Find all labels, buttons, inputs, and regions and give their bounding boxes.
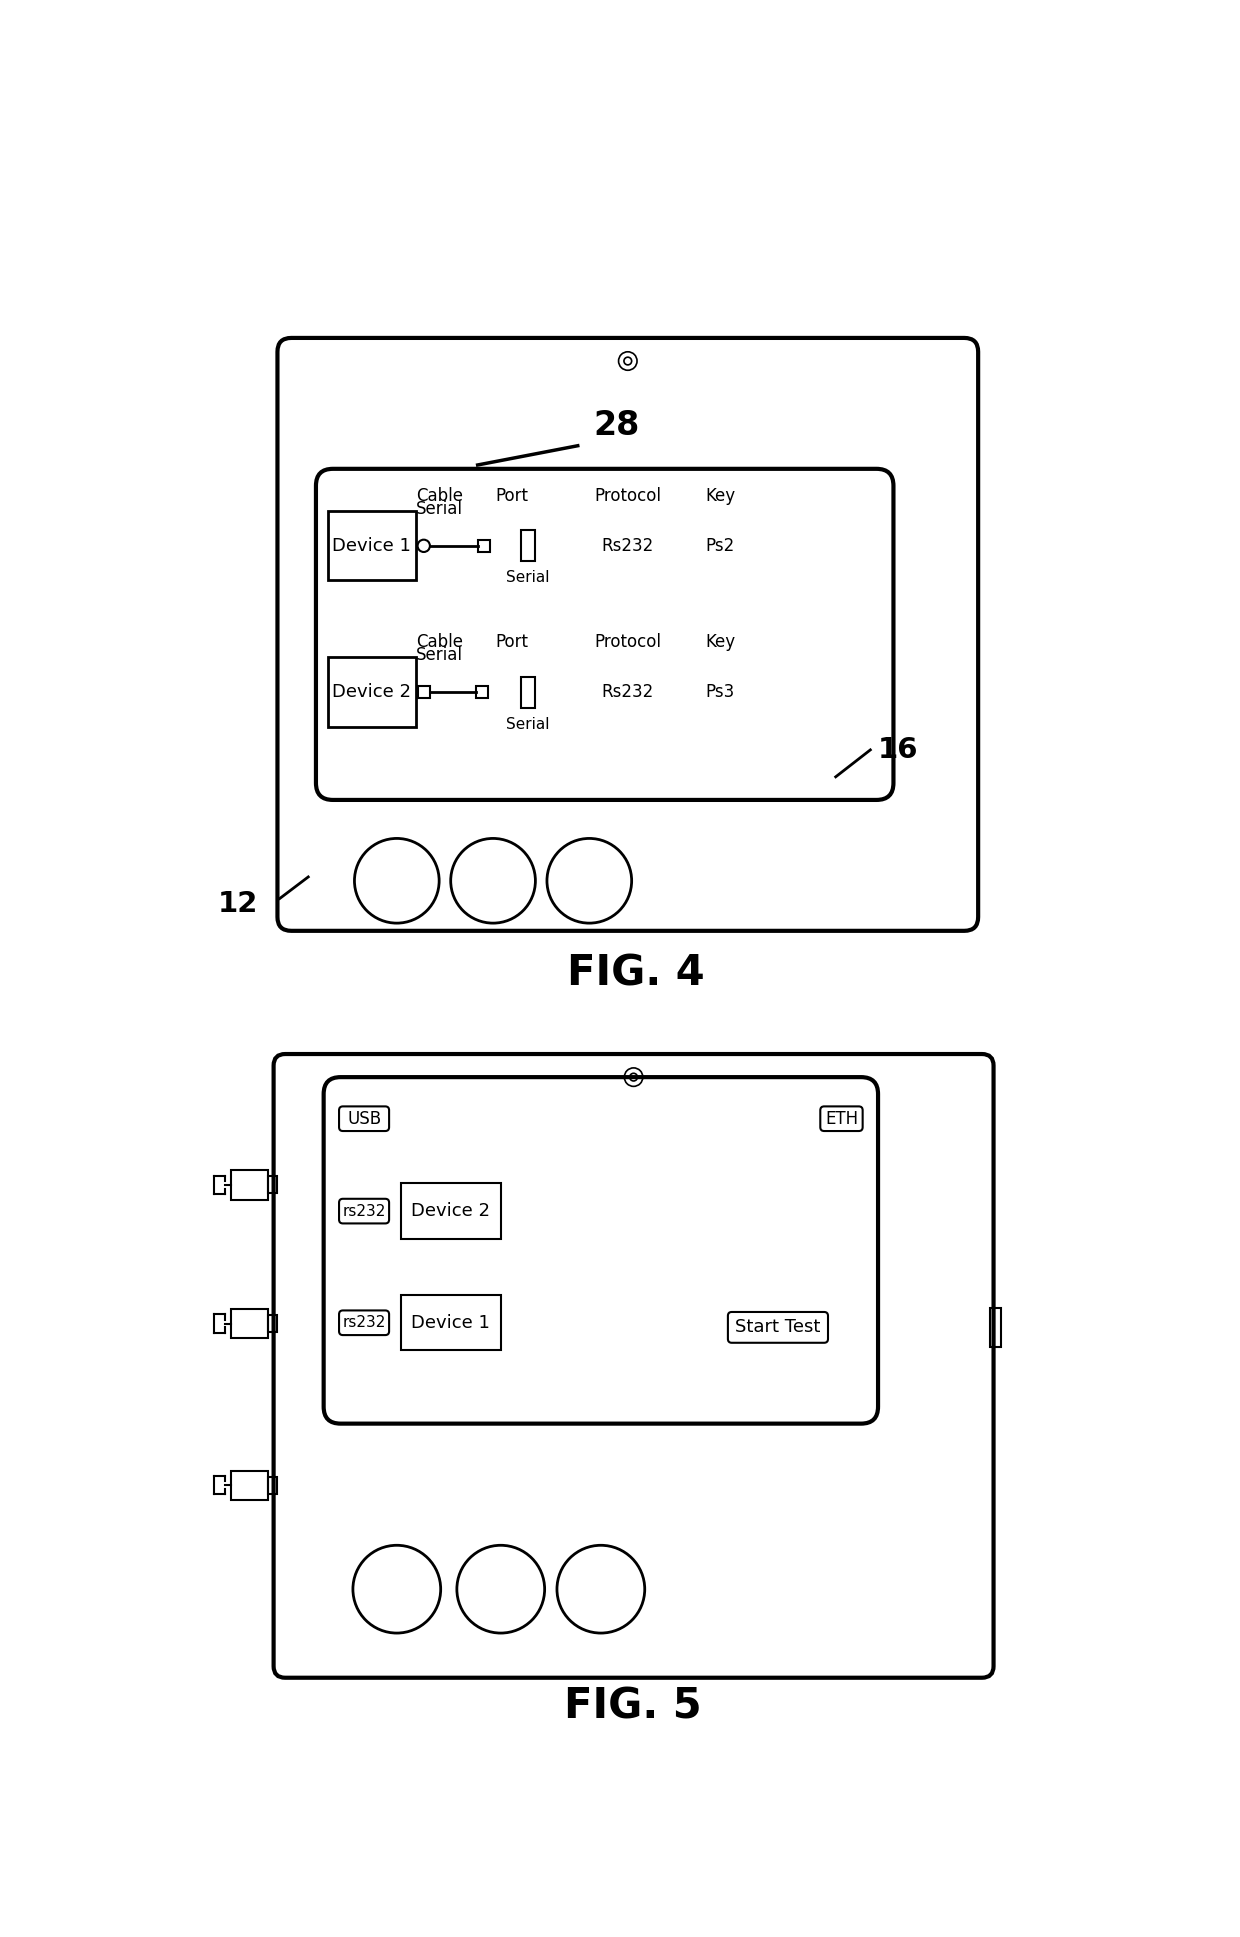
Text: Serial: Serial [506, 571, 549, 585]
Text: Protocol: Protocol [594, 486, 661, 506]
Bar [477, 540, 490, 552]
Bar [231, 1309, 268, 1338]
Text: Device 1: Device 1 [412, 1313, 490, 1333]
Text: Device 2: Device 2 [412, 1203, 490, 1220]
Bar [327, 657, 417, 726]
Bar [990, 1307, 1001, 1346]
Text: Rs232: Rs232 [601, 537, 653, 554]
Text: FIG. 5: FIG. 5 [564, 1685, 702, 1728]
Text: Protocol: Protocol [594, 633, 661, 651]
Bar [476, 686, 489, 699]
Text: 12: 12 [218, 889, 258, 918]
Bar [268, 1176, 278, 1193]
Text: Device 2: Device 2 [332, 684, 412, 701]
Text: 16: 16 [878, 736, 919, 763]
Text: Serial: Serial [506, 717, 549, 732]
Bar [521, 676, 534, 707]
Bar [401, 1184, 501, 1240]
Text: Serial: Serial [415, 647, 463, 664]
Text: rs232: rs232 [342, 1203, 386, 1218]
Text: rs232: rs232 [342, 1315, 386, 1331]
Bar [327, 511, 417, 581]
Text: Cable: Cable [415, 486, 463, 506]
Text: 28: 28 [593, 409, 640, 442]
Text: Key: Key [706, 633, 735, 651]
Bar [418, 686, 430, 699]
Text: FIG. 4: FIG. 4 [567, 953, 704, 994]
Text: Key: Key [706, 486, 735, 506]
Text: Port: Port [496, 486, 528, 506]
Text: USB: USB [347, 1110, 381, 1127]
Text: Ps2: Ps2 [706, 537, 735, 554]
Text: Ps3: Ps3 [706, 684, 735, 701]
Text: ETH: ETH [825, 1110, 858, 1127]
Text: Cable: Cable [415, 633, 463, 651]
Bar [268, 1476, 278, 1493]
Text: Rs232: Rs232 [601, 684, 653, 701]
Bar [268, 1315, 278, 1333]
Text: Serial: Serial [415, 500, 463, 517]
Bar [521, 531, 534, 562]
Text: Device 1: Device 1 [332, 537, 412, 554]
Bar [231, 1470, 268, 1499]
Bar [231, 1170, 268, 1199]
Text: Start Test: Start Test [735, 1319, 821, 1337]
Text: Port: Port [496, 633, 528, 651]
Bar [401, 1296, 501, 1350]
